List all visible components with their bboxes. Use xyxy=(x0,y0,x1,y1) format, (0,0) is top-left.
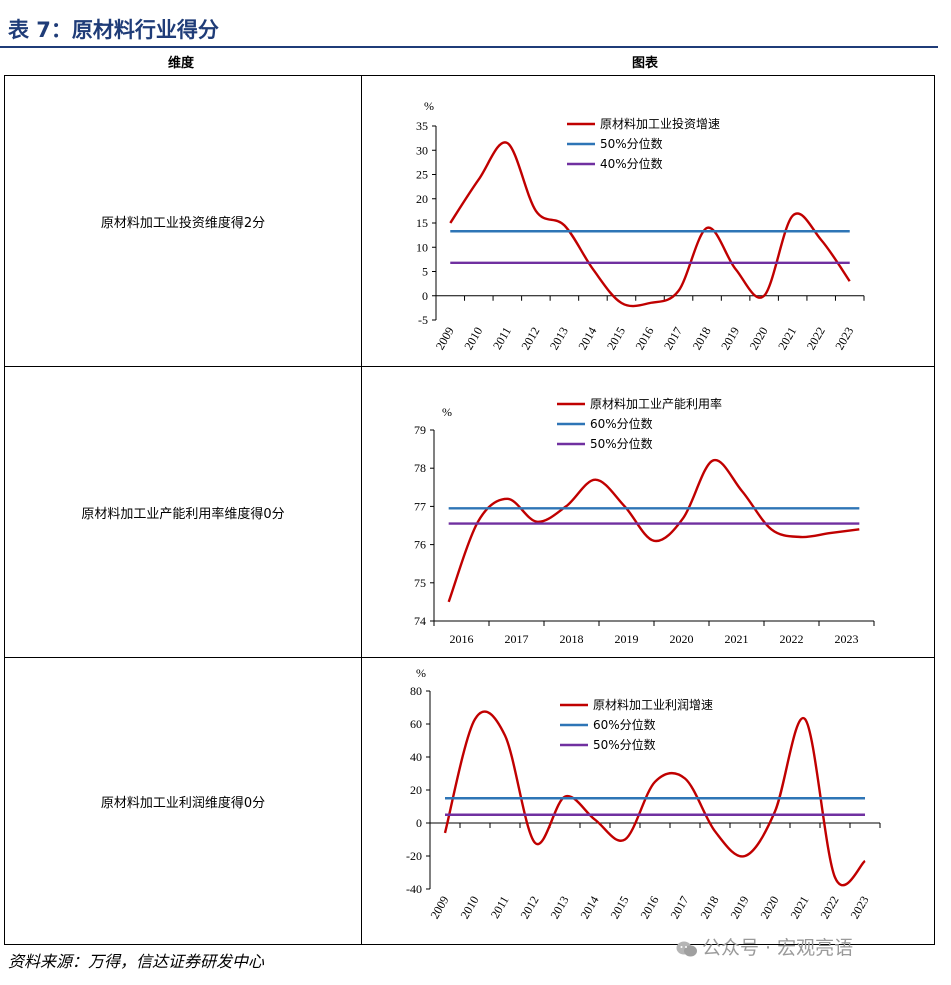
chart-cell-investment: -5 0 5 10 15 20 25 30 35% 2009 2010 2011 2012 2013 201… xyxy=(361,75,935,367)
x-tick-label: 2023 xyxy=(835,632,859,646)
y-tick-label: 25 xyxy=(416,167,428,181)
x-tick-label: 2017 xyxy=(667,893,691,921)
x-tick-label: 2019 xyxy=(727,893,751,921)
x-tick-label: 2018 xyxy=(560,632,584,646)
y-tick-label: 74 xyxy=(414,614,426,628)
x-tick-label: 2022 xyxy=(817,893,841,921)
row-label-investment: 原材料加工业投资维度得2分 xyxy=(4,75,362,367)
y-tick-label: 60 xyxy=(410,717,422,731)
x-tick-label: 2011 xyxy=(488,893,512,920)
capacity-chart: 74 75 76 77 78 79% 2016 2017 2018 2019 2020 2021 202… xyxy=(414,396,875,646)
y-tick-label: 20 xyxy=(410,783,422,797)
x-tick-label: 2012 xyxy=(518,324,542,352)
x-tick-label: 2020 xyxy=(757,893,781,921)
x-tick-label: 2009 xyxy=(427,893,451,921)
x-tick-label: 2014 xyxy=(577,893,601,921)
x-tick-label: 2016 xyxy=(632,324,656,352)
y-tick-label: 80 xyxy=(410,684,422,698)
legend-label: 原材料加工业产能利用率 xyxy=(590,396,722,411)
row-label-capacity: 原材料加工业产能利用率维度得0分 xyxy=(4,366,362,658)
profit-chart: -40 -20 0 20 40 60 80% 2009 2010 2011 2012 2013 2014… xyxy=(406,666,881,921)
score-table: 原材料加工业投资维度得2分 -5 0 5 10 15 20 25 30 35% 2009 2010 2… xyxy=(4,75,935,945)
series-line-main xyxy=(447,458,860,602)
x-tick-label: 2010 xyxy=(457,893,481,921)
y-tick-label: -20 xyxy=(406,849,422,863)
x-tick-label: 2017 xyxy=(661,324,685,352)
y-tick-label: 10 xyxy=(416,240,428,254)
x-tick-label: 2020 xyxy=(747,324,771,352)
y-tick-label: 78 xyxy=(414,461,426,475)
watermark-text: 公众号 · 宏观亮语 xyxy=(702,937,854,959)
x-tick-label: 2011 xyxy=(490,324,514,351)
column-header-chart: 图表 xyxy=(632,56,659,71)
chart-cell-capacity: 74 75 76 77 78 79% 2016 2017 2018 2019 2020 2021 202… xyxy=(361,366,935,658)
x-tick-label: 2019 xyxy=(718,324,742,352)
legend-label: 原材料加工业投资增速 xyxy=(600,116,720,131)
x-tick-label: 2015 xyxy=(607,893,631,921)
title-rule xyxy=(0,46,938,48)
row-label-profit: 原材料加工业利润维度得0分 xyxy=(4,657,362,945)
x-tick-label: 2013 xyxy=(547,324,571,352)
x-tick-label: 2018 xyxy=(697,893,721,921)
y-tick-label: 20 xyxy=(416,191,428,205)
legend-label: 50%分位数 xyxy=(593,737,656,752)
y-tick-label: 77 xyxy=(414,499,426,513)
y-tick-label: 30 xyxy=(416,143,428,157)
column-header-dimension: 维度 xyxy=(168,56,195,71)
x-tick-label: 2016 xyxy=(450,632,474,646)
series-line-main xyxy=(443,709,866,886)
y-tick-label: 40 xyxy=(410,750,422,764)
legend-label: 50%分位数 xyxy=(590,436,653,451)
watermark: 公众号 · 宏观亮语 xyxy=(676,933,853,960)
table-row: 原材料加工业投资维度得2分 -5 0 5 10 15 20 25 30 35% 2009 2010 2… xyxy=(4,75,935,367)
x-tick-label: 2016 xyxy=(637,893,661,921)
table-title: 表 7：原材料行业得分 xyxy=(8,18,219,42)
table-row: 原材料加工业产能利用率维度得0分 74 75 76 77 78 79% 2016 2017 20… xyxy=(4,366,935,658)
y-tick-label: 5 xyxy=(422,264,428,278)
y-tick-label: 0 xyxy=(422,288,428,302)
legend-label: 60%分位数 xyxy=(590,416,653,431)
x-tick-label: 2018 xyxy=(690,324,714,352)
x-tick-label: 2021 xyxy=(775,324,799,352)
y-tick-label: 0 xyxy=(416,816,422,830)
legend-label: 原材料加工业利润增速 xyxy=(593,698,713,712)
y-tick-label: 75 xyxy=(414,575,426,589)
x-tick-label: 2010 xyxy=(461,324,485,352)
y-tick-label: 76 xyxy=(414,537,426,551)
y-tick-label: 35 xyxy=(416,119,428,133)
wechat-icon xyxy=(676,941,697,956)
unit-label: % xyxy=(416,666,426,680)
x-tick-label: 2023 xyxy=(832,324,856,352)
legend-label: 60%分位数 xyxy=(593,717,656,732)
x-tick-label: 2023 xyxy=(847,893,871,921)
legend-label: 40%分位数 xyxy=(600,156,663,171)
unit-label: % xyxy=(424,99,434,113)
x-tick-label: 2009 xyxy=(433,324,457,352)
x-tick-label: 2017 xyxy=(505,632,529,646)
x-tick-label: 2013 xyxy=(547,893,571,921)
x-tick-label: 2012 xyxy=(517,893,541,921)
y-tick-label: 79 xyxy=(414,423,426,437)
series-line-main xyxy=(449,140,851,307)
legend-label: 50%分位数 xyxy=(600,136,663,151)
source-note: 资料来源：万得，信达证券研发中心 xyxy=(8,952,265,971)
unit-label: % xyxy=(442,405,452,419)
y-tick-label: 15 xyxy=(416,216,428,230)
x-tick-label: 2015 xyxy=(604,324,628,352)
y-tick-label: -40 xyxy=(406,882,422,896)
x-tick-label: 2021 xyxy=(787,893,811,921)
table-row: 原材料加工业利润维度得0分 -40 -20 0 20 40 60 80% 2009 2010 20… xyxy=(4,657,935,945)
x-tick-label: 2021 xyxy=(725,632,749,646)
x-tick-label: 2019 xyxy=(615,632,639,646)
x-tick-label: 2022 xyxy=(804,324,828,352)
x-tick-label: 2020 xyxy=(670,632,694,646)
x-tick-label: 2022 xyxy=(780,632,804,646)
y-tick-label: -5 xyxy=(418,313,428,327)
x-tick-label: 2014 xyxy=(575,324,599,352)
chart-cell-profit: -40 -20 0 20 40 60 80% 2009 2010 2011 2012 2013 2014… xyxy=(361,657,935,945)
